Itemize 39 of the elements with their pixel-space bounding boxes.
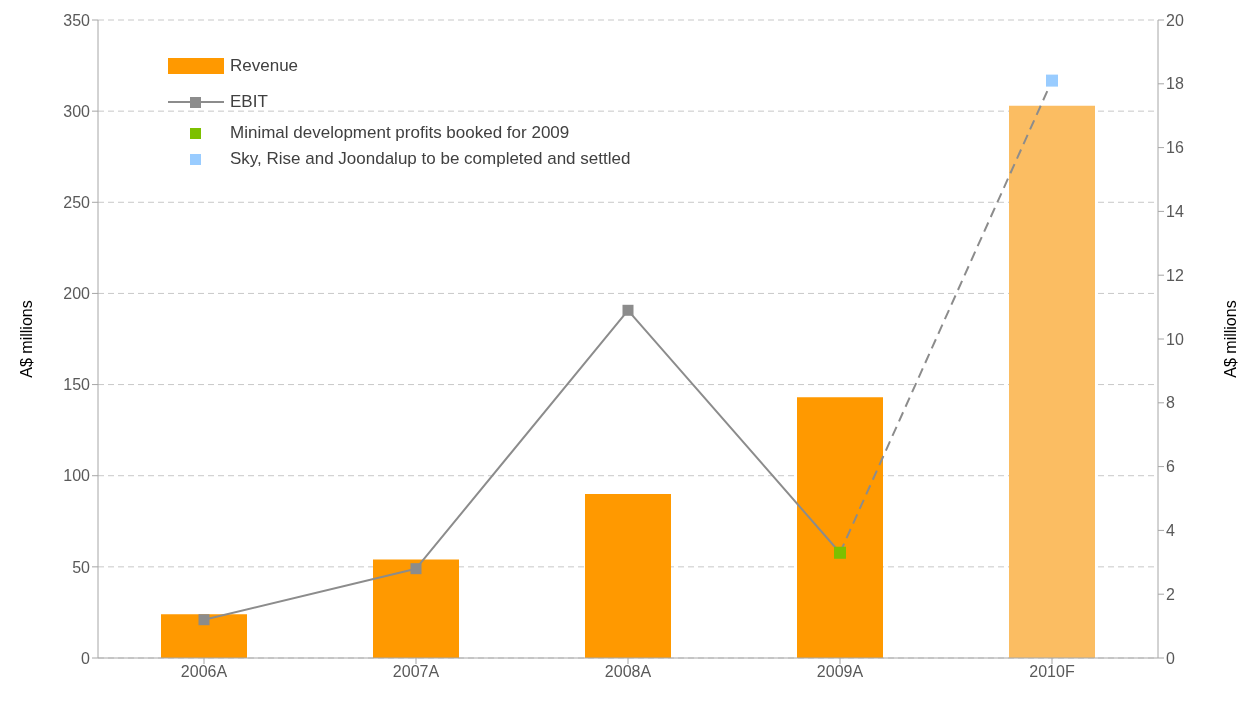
y2-tick-label: 8 bbox=[1166, 394, 1175, 412]
point bbox=[198, 614, 210, 626]
x-tick-label: 2009A bbox=[816, 663, 864, 681]
legend-label: Minimal development profits booked for 2009 bbox=[230, 123, 570, 143]
y2-tick-label: 14 bbox=[1166, 203, 1184, 221]
legend-label: Revenue bbox=[230, 56, 299, 76]
y2-tick-label: 18 bbox=[1166, 75, 1184, 93]
y2-tick-label: 10 bbox=[1166, 330, 1184, 348]
y2-tick-label: 0 bbox=[1166, 649, 1175, 667]
bar bbox=[373, 559, 459, 658]
point bbox=[410, 563, 422, 575]
y2-tick-label: 6 bbox=[1166, 458, 1175, 476]
bar bbox=[585, 493, 671, 658]
y-axis-title: A$ millions bbox=[17, 300, 35, 378]
point bbox=[622, 304, 634, 316]
bar bbox=[797, 397, 883, 658]
y2-tick-label: 16 bbox=[1166, 139, 1184, 157]
y2-tick-label: 20 bbox=[1166, 11, 1184, 29]
point bbox=[1046, 74, 1058, 87]
y2-tick-label: 2 bbox=[1166, 585, 1175, 603]
y-tick-label: 200 bbox=[63, 285, 91, 303]
y2-axis-title: A$ millions bbox=[1221, 300, 1239, 378]
legend-label: EBIT bbox=[230, 92, 268, 112]
y-tick-label: 0 bbox=[81, 649, 91, 667]
y-tick-label: 350 bbox=[63, 11, 91, 29]
y-tick-label: 100 bbox=[63, 467, 91, 485]
y-tick-label: 300 bbox=[63, 102, 91, 120]
y-tick-label: 50 bbox=[72, 558, 91, 576]
x-tick-label: 2010F bbox=[1029, 663, 1075, 681]
legend-label: Sky, Rise and Joondalup to be completed and settled bbox=[230, 149, 631, 169]
bar bbox=[161, 614, 247, 658]
x-tick-label: 2008A bbox=[604, 663, 652, 681]
y-tick-label: 150 bbox=[63, 376, 91, 394]
x-tick-label: 2006A bbox=[180, 663, 228, 681]
x-tick-label: 2007A bbox=[392, 663, 440, 681]
bar bbox=[1009, 105, 1095, 658]
y-tick-label: 250 bbox=[63, 193, 91, 211]
y2-tick-label: 4 bbox=[1166, 522, 1175, 540]
y2-tick-label: 12 bbox=[1166, 266, 1184, 284]
